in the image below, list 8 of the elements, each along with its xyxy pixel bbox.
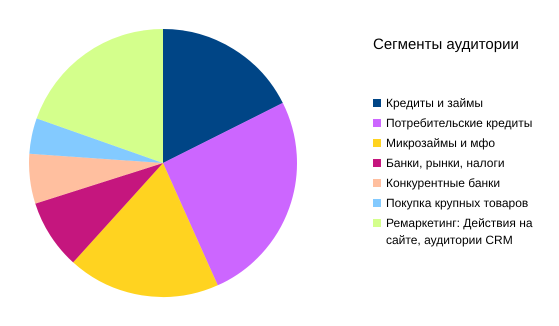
legend-label: Покупка крупных товаров xyxy=(386,195,528,212)
legend-label: Кредиты и займы xyxy=(386,95,484,112)
legend-label: Конкурентные банки xyxy=(386,175,500,192)
legend-label: Микрозаймы и мфо xyxy=(386,135,496,152)
legend-label: Банки, рынки, налоги xyxy=(386,155,505,172)
legend-label: Ремаркетинг: Действия на сайте, аудитории CRM xyxy=(386,215,534,249)
legend-label: Потребительские кредиты xyxy=(386,115,532,132)
legend-title: Сегменты аудитории xyxy=(373,36,520,53)
